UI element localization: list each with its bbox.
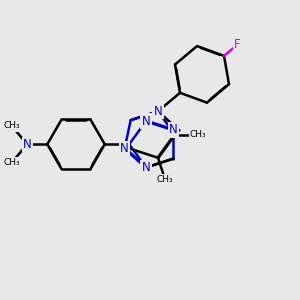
Text: CH₃: CH₃ — [2, 121, 20, 130]
Text: CH₃: CH₃ — [3, 158, 20, 167]
Text: N: N — [169, 123, 178, 136]
Text: N: N — [23, 138, 32, 151]
Text: N: N — [142, 161, 150, 174]
Text: F: F — [234, 38, 241, 51]
Text: CH₃: CH₃ — [190, 130, 206, 139]
Text: N: N — [120, 142, 129, 155]
Text: CH₃: CH₃ — [2, 158, 20, 168]
Text: N: N — [154, 105, 162, 118]
Text: CH₃: CH₃ — [157, 175, 173, 184]
Text: N: N — [142, 115, 150, 128]
Text: N: N — [23, 138, 32, 151]
Text: CH₃: CH₃ — [3, 121, 20, 130]
